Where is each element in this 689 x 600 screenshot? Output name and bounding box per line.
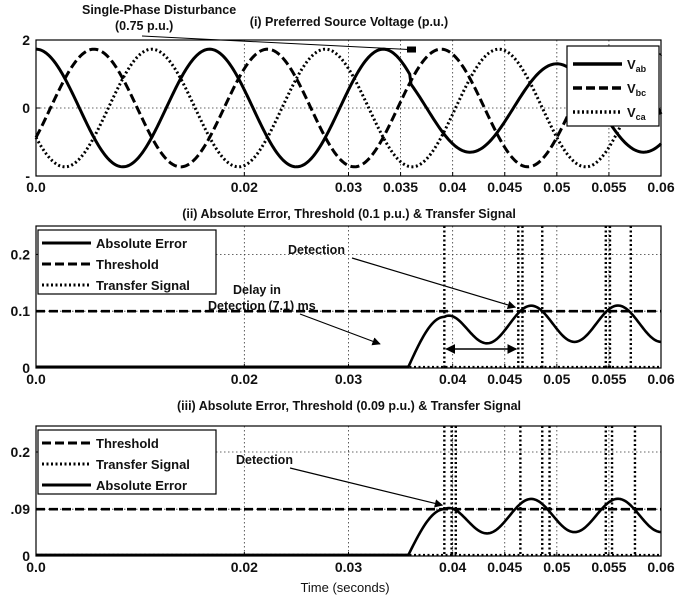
x-tick-label: 0.03 <box>335 179 362 195</box>
y-tick-label: 0 <box>22 100 30 116</box>
y-tick-label: 2 <box>22 32 30 48</box>
x-tick-label: 0.0 <box>26 179 46 195</box>
x-axis-label: Time (seconds) <box>300 580 389 595</box>
x-tick-label: 0.055 <box>591 371 626 387</box>
x-tick-label: 0.04 <box>439 559 466 575</box>
disturbance-marker <box>407 46 416 53</box>
delay-label-line2: Detection (7.1) ms <box>208 299 316 313</box>
x-tick-label: 0.06 <box>647 559 674 575</box>
disturbance-leader-line <box>141 35 410 51</box>
x-tick-label: 0.035 <box>383 179 418 195</box>
legend-label-main: V <box>627 105 636 120</box>
legend-label: Absolute Error <box>96 478 187 493</box>
detection-arrow <box>351 257 517 310</box>
y-tick-label: .09 <box>11 501 31 517</box>
legend-label-vab: Vab <box>627 57 647 74</box>
series-line-vca <box>34 47 663 169</box>
x-tick-label: 0.045 <box>487 559 522 575</box>
x-tick-label: 0.03 <box>335 371 362 387</box>
detection-label: Detection <box>236 453 293 467</box>
disturbance-label: Single-Phase Disturbance <box>82 3 236 17</box>
y-tick-label: 0 <box>22 548 30 564</box>
x-tick-label: 0.06 <box>647 179 674 195</box>
x-tick-label: 0.0 <box>26 371 46 387</box>
detection-label: Detection <box>288 243 345 257</box>
panel-error-threshold-0-1: 0.0 0.02 0.03 0.04 0.045 0.05 0.055 0.06 0.2 0.1 0… <box>11 207 675 387</box>
disturbance-value: (0.75 p.u.) <box>115 19 173 33</box>
x-tick-label: 0.02 <box>231 559 258 575</box>
legend-label-main: V <box>627 57 636 72</box>
legend-box <box>37 429 217 495</box>
x-tick-label: 0.05 <box>543 179 570 195</box>
legend-label: Transfer Signal <box>96 457 190 472</box>
x-tick-label: 0.055 <box>591 179 626 195</box>
delay-pointer-arrow <box>299 313 381 346</box>
legend-label: Absolute Error <box>96 236 187 251</box>
delay-label-line1: Delay in <box>233 283 281 297</box>
series-line-vab <box>35 47 663 169</box>
legend-label: Threshold <box>96 257 159 272</box>
legend-label-subscript: ca <box>636 112 647 122</box>
y-tick-label: 0 <box>22 360 30 376</box>
x-tick-label: 0.055 <box>591 559 626 575</box>
legend-label: Threshold <box>96 436 159 451</box>
legend-label: Transfer Signal <box>96 278 190 293</box>
legend-label-subscript: bc <box>636 88 647 98</box>
x-tick-label: 0.05 <box>543 371 570 387</box>
legend: Threshold Transfer Signal Absolute Error <box>37 429 217 495</box>
x-tick-label: 0.045 <box>487 179 522 195</box>
chart-title: (iii) Absolute Error, Threshold (0.09 p.… <box>177 399 521 413</box>
legend-label-vbc: Vbc <box>627 81 646 98</box>
x-tick-label: 0.03 <box>335 559 362 575</box>
y-tick-label: 0.2 <box>11 246 31 262</box>
legend-label-subscript: ab <box>636 64 647 74</box>
x-tick-label: 0.045 <box>487 371 522 387</box>
y-tick-label: 0.2 <box>11 444 31 460</box>
x-tick-label: 0.05 <box>543 559 570 575</box>
chart-title: (i) Preferred Source Voltage (p.u.) <box>250 15 448 29</box>
legend-label-main: V <box>627 81 636 96</box>
chart-title: (ii) Absolute Error, Threshold (0.1 p.u.… <box>182 207 516 221</box>
x-tick-label: 0.0 <box>26 559 46 575</box>
x-tick-label: 0.04 <box>439 371 466 387</box>
panel-error-threshold-0-09: 0.0 0.02 0.03 0.04 0.045 0.05 0.055 0.06 0.2 .09 0… <box>11 399 675 575</box>
x-tick-label: 0.02 <box>231 371 258 387</box>
detection-arrow <box>289 467 444 508</box>
x-tick-label: 0.04 <box>439 179 466 195</box>
x-tick-label: 0.02 <box>231 179 258 195</box>
y-tick-label: - <box>25 168 30 184</box>
legend-label-vca: Vca <box>627 105 647 122</box>
x-tick-label: 0.06 <box>647 371 674 387</box>
legend: Absolute Error Threshold Transfer Signal <box>37 229 217 295</box>
legend-box <box>37 229 217 295</box>
y-tick-label: 0.1 <box>11 303 31 319</box>
panel-voltage: 0.0 0.02 0.03 0.035 0.04 0.045 0.05 0.055 0.06 2 0… <box>22 3 675 195</box>
